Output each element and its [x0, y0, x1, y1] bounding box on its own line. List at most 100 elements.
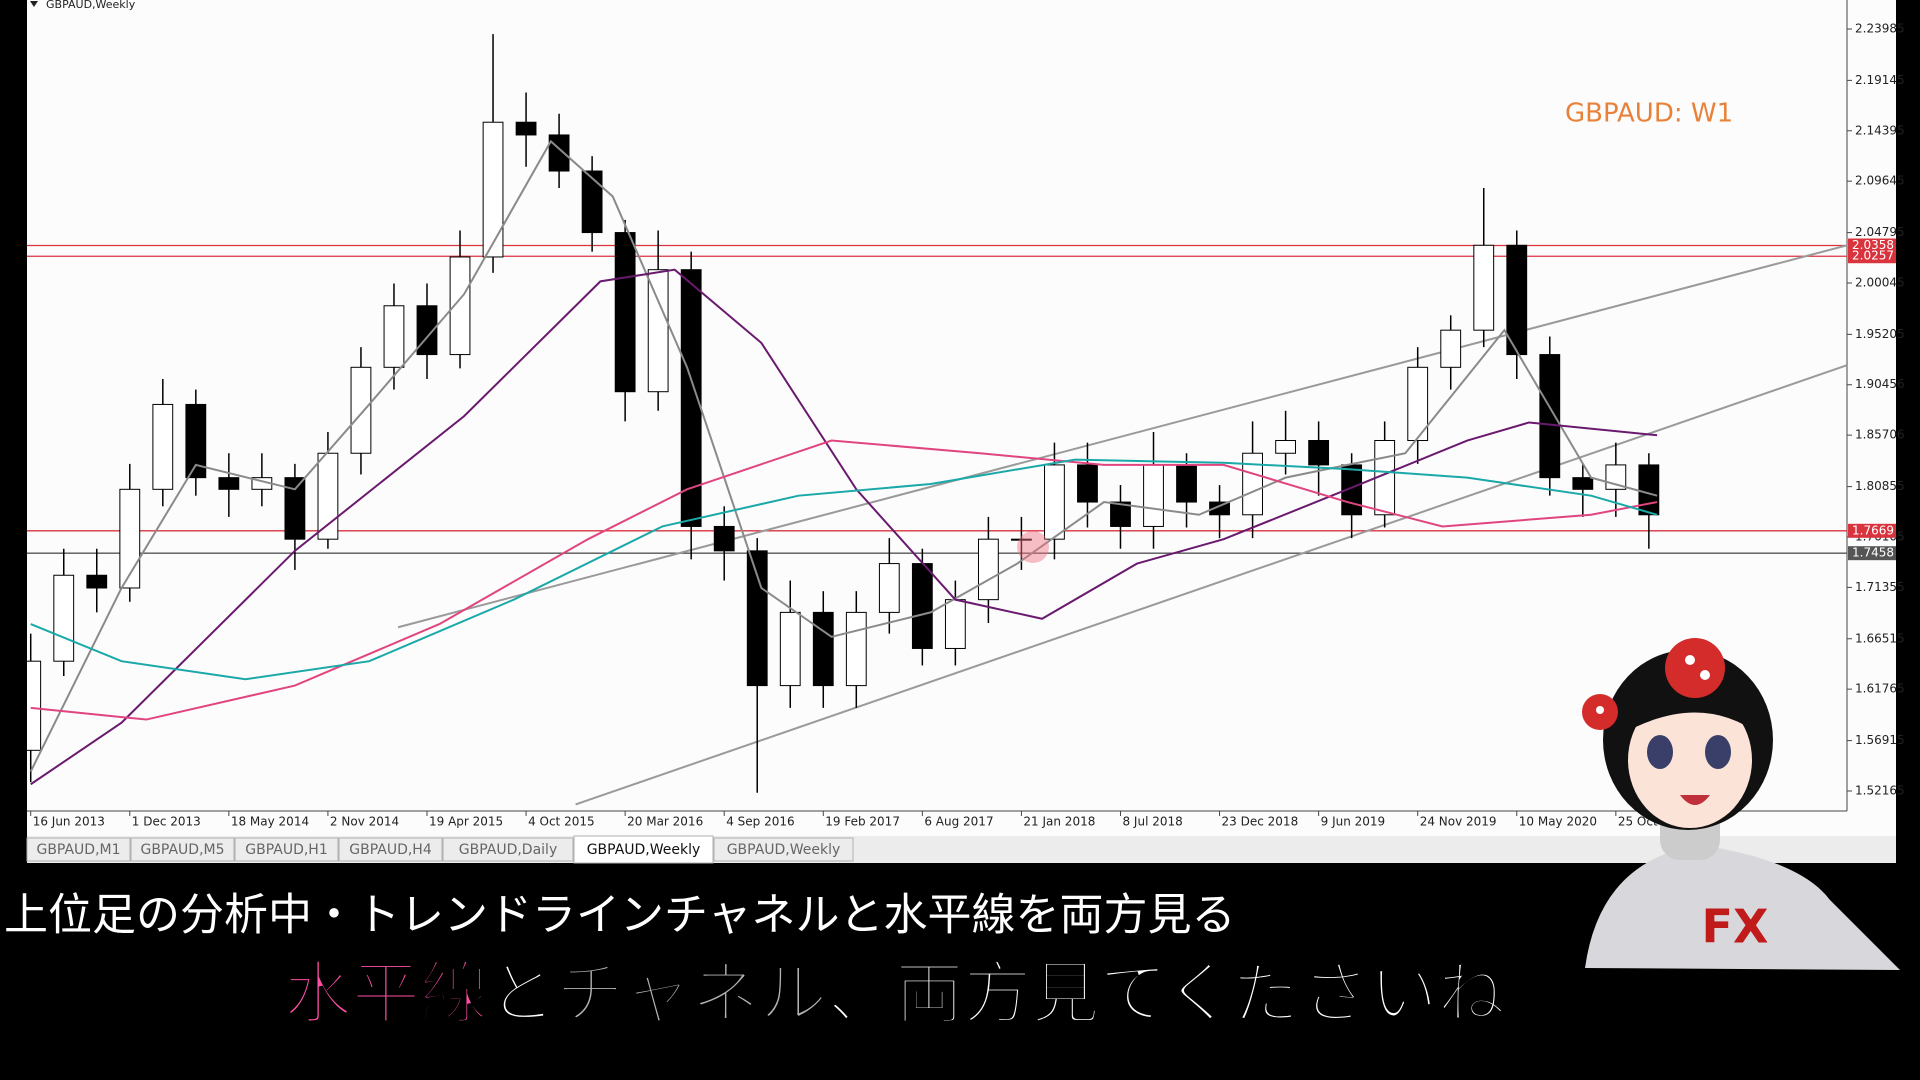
candle-body [1077, 464, 1098, 503]
bow-dot [1685, 655, 1695, 665]
tab-label: GBPAUD,Daily [459, 842, 557, 858]
tab[interactable] [573, 835, 714, 864]
x-tick-label: 20 Mar 2016 [627, 815, 703, 829]
x-tick-label: 6 Aug 2017 [924, 815, 993, 829]
chart-title: GBPAUD: W1 [1565, 99, 1733, 129]
y-tick-label: 1.95205 [1855, 327, 1905, 341]
character: FX [1582, 638, 1900, 970]
candle-body [1176, 464, 1197, 503]
candle-body [383, 305, 405, 368]
candle-body [1407, 366, 1429, 442]
x-tick-label: 19 Apr 2015 [429, 815, 503, 829]
x-tick-label: 18 May 2014 [231, 815, 309, 829]
x-tick-label: 24 Nov 2019 [1420, 815, 1497, 829]
tab[interactable] [234, 837, 339, 862]
candle-body [845, 611, 867, 687]
x-tick-label: 8 Jul 2018 [1122, 815, 1182, 829]
y-tick-label: 1.61765 [1855, 682, 1905, 696]
candle-body [812, 611, 834, 687]
trend-line [575, 364, 1847, 806]
candle-body [119, 488, 141, 589]
candle-body [482, 121, 504, 258]
y-tick-label: 1.52165 [1855, 784, 1905, 798]
y-tick-label: 2.14395 [1855, 123, 1905, 137]
tab-label: GBPAUD,Weekly [587, 842, 701, 858]
y-tick-label: 1.71355 [1855, 580, 1905, 594]
tabs: GBPAUD,M1 GBPAUD,M5 GBPAUD,H1 GBPAUD,H4 GBPA… [26, 835, 854, 864]
candle-body [86, 574, 108, 589]
candle-body [1440, 329, 1462, 368]
tab-label: GBPAUD,Weekly [727, 842, 841, 858]
character-bangs [1615, 671, 1765, 735]
candle-body [911, 563, 933, 649]
candle-body [350, 366, 372, 454]
candle-body [878, 563, 900, 613]
moving-average [30, 268, 1658, 786]
candle-body [977, 538, 999, 601]
tab-label: GBPAUD,H4 [349, 842, 432, 858]
y-tick-label: 1.66515 [1855, 631, 1905, 645]
price-label-box [1848, 249, 1896, 264]
caption-part: 、両方見てくださいね [827, 955, 1505, 1034]
candle-body [284, 477, 306, 540]
tab-label: GBPAUD,M5 [140, 842, 224, 858]
caption: 水平線とチャネル、両方見てくださいね [284, 955, 1505, 1034]
candle-body [515, 121, 537, 136]
character-mouth [1680, 795, 1710, 805]
x-tick-label: 2 Nov 2014 [330, 815, 399, 829]
y-tick-label: 2.19145 [1855, 73, 1905, 87]
y-tick-label: 1.80855 [1855, 479, 1905, 493]
y-tick-label: 1.56915 [1855, 733, 1905, 747]
character-face [1628, 692, 1752, 828]
candle-body [1209, 501, 1230, 516]
candle-body [1143, 464, 1164, 527]
price-label: 2.0257 [1852, 249, 1894, 263]
tab[interactable] [338, 837, 443, 862]
price-label: 1.7669 [1852, 523, 1894, 537]
candle-body [614, 232, 636, 393]
y-tick-label: 1.90456 [1855, 377, 1905, 391]
candle-body [1011, 538, 1032, 541]
caption-part: 水平線 [284, 955, 488, 1034]
candle-body [1044, 464, 1065, 540]
candle-body [944, 599, 966, 649]
window-title: GBPAUD,Weekly [46, 0, 136, 11]
candle-body [27, 660, 42, 751]
plot-area [27, 34, 1847, 806]
character-body [1585, 845, 1900, 970]
character-bow [1665, 638, 1725, 698]
tab[interactable] [442, 837, 574, 862]
moving-average [29, 139, 1658, 772]
tab[interactable] [713, 837, 854, 862]
bow-dot [1700, 670, 1710, 680]
candle-body [1473, 244, 1495, 331]
tab[interactable] [26, 837, 131, 862]
candle-body [680, 269, 702, 527]
candle-body [1638, 464, 1660, 516]
window-menu-arrow [30, 1, 38, 7]
candle-body [218, 477, 240, 490]
y-tick-label: 2.04795 [1855, 225, 1905, 239]
y-tick-label: 2.23985 [1855, 22, 1905, 36]
trend-line [397, 244, 1847, 629]
character-eye [1705, 735, 1731, 769]
candle-body [779, 611, 801, 687]
y-tick-label: 2.09645 [1855, 174, 1905, 188]
candle-body [152, 403, 174, 490]
candle-body [1242, 452, 1263, 516]
tab-label: GBPAUD,M1 [36, 842, 120, 858]
bow-dot [1596, 706, 1604, 714]
x-tick-label: 10 May 2020 [1519, 815, 1597, 829]
candle-body [647, 269, 669, 393]
tab-label: GBPAUD,H1 [245, 842, 328, 858]
x-tick-label: 21 Jan 2018 [1023, 815, 1095, 829]
candle-body [713, 525, 735, 552]
x-tick-label: 4 Sep 2016 [726, 815, 794, 829]
character-eye [1647, 735, 1673, 769]
price-label: 1.7458 [1852, 546, 1894, 560]
candle-body [185, 403, 207, 479]
price-label-box [1848, 523, 1896, 538]
candle-body [746, 550, 768, 687]
tab[interactable] [130, 837, 235, 862]
